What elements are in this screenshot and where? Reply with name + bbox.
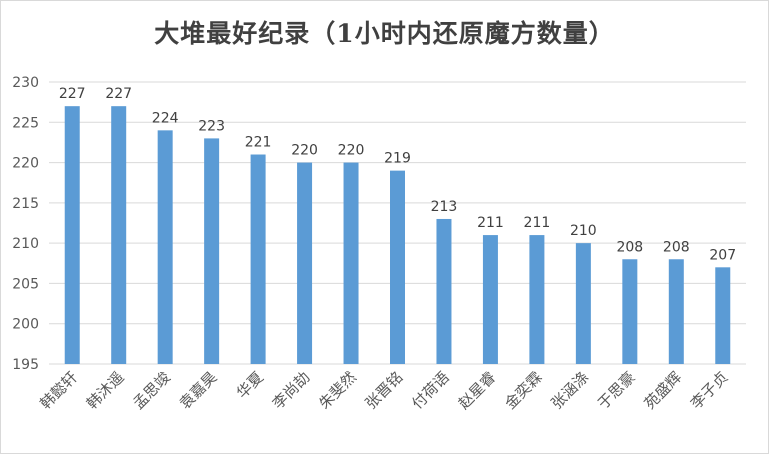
bar (390, 170, 405, 364)
category-label: 付荷语 (408, 368, 453, 413)
bar (204, 138, 220, 364)
y-tick-label: 215 (12, 196, 39, 212)
data-label: 211 (477, 215, 504, 231)
bar (64, 106, 80, 365)
bar (575, 243, 591, 364)
data-label: 207 (709, 247, 736, 263)
data-label: 224 (152, 110, 179, 126)
y-tick-label: 230 (12, 75, 39, 91)
data-label: 219 (384, 151, 411, 167)
category-label: 韩沐遥 (83, 368, 128, 413)
category-label: 张涵涤 (548, 368, 593, 413)
bar (157, 130, 173, 364)
category-label: 华夏 (233, 368, 267, 402)
category-label: 李子贞 (687, 368, 732, 413)
category-label: 韩懿轩 (37, 368, 82, 413)
category-label: 于思豪 (594, 368, 639, 413)
y-tick-label: 210 (12, 236, 39, 252)
bar (343, 162, 359, 364)
data-label: 227 (105, 86, 132, 102)
data-label: 211 (524, 215, 551, 231)
y-tick-label: 200 (12, 317, 39, 333)
category-label: 张晋铭 (362, 368, 407, 413)
data-label: 227 (59, 86, 86, 102)
y-tick-label: 220 (12, 156, 39, 172)
bar (482, 235, 498, 364)
bar (250, 154, 266, 364)
category-label: 孟思竣 (129, 368, 174, 413)
data-label: 208 (616, 239, 643, 255)
bar (622, 259, 638, 364)
bar (668, 259, 684, 364)
chart-title: 大堆最好纪录（1小时内还原魔方数量） (154, 19, 615, 48)
bar (436, 218, 452, 364)
bar (715, 267, 731, 364)
category-label: 李尚劼 (269, 368, 314, 413)
bar (111, 106, 127, 365)
data-label: 208 (663, 239, 690, 255)
category-label: 赵星睿 (455, 368, 500, 413)
bar (297, 162, 313, 364)
category-label: 袁嘉昊 (176, 368, 221, 413)
data-label: 220 (338, 143, 365, 159)
y-tick-label: 205 (12, 276, 39, 292)
category-label: 苑盛辉 (641, 368, 686, 413)
category-label: 朱斐然 (315, 368, 360, 413)
bar (529, 235, 545, 364)
data-label: 223 (198, 118, 225, 134)
data-label: 210 (570, 223, 597, 239)
y-tick-label: 195 (12, 357, 39, 373)
category-label: 金奕霖 (501, 368, 546, 413)
y-tick-label: 225 (12, 115, 39, 131)
data-label: 221 (245, 135, 272, 151)
data-label: 220 (291, 143, 318, 159)
data-label: 213 (431, 199, 458, 215)
